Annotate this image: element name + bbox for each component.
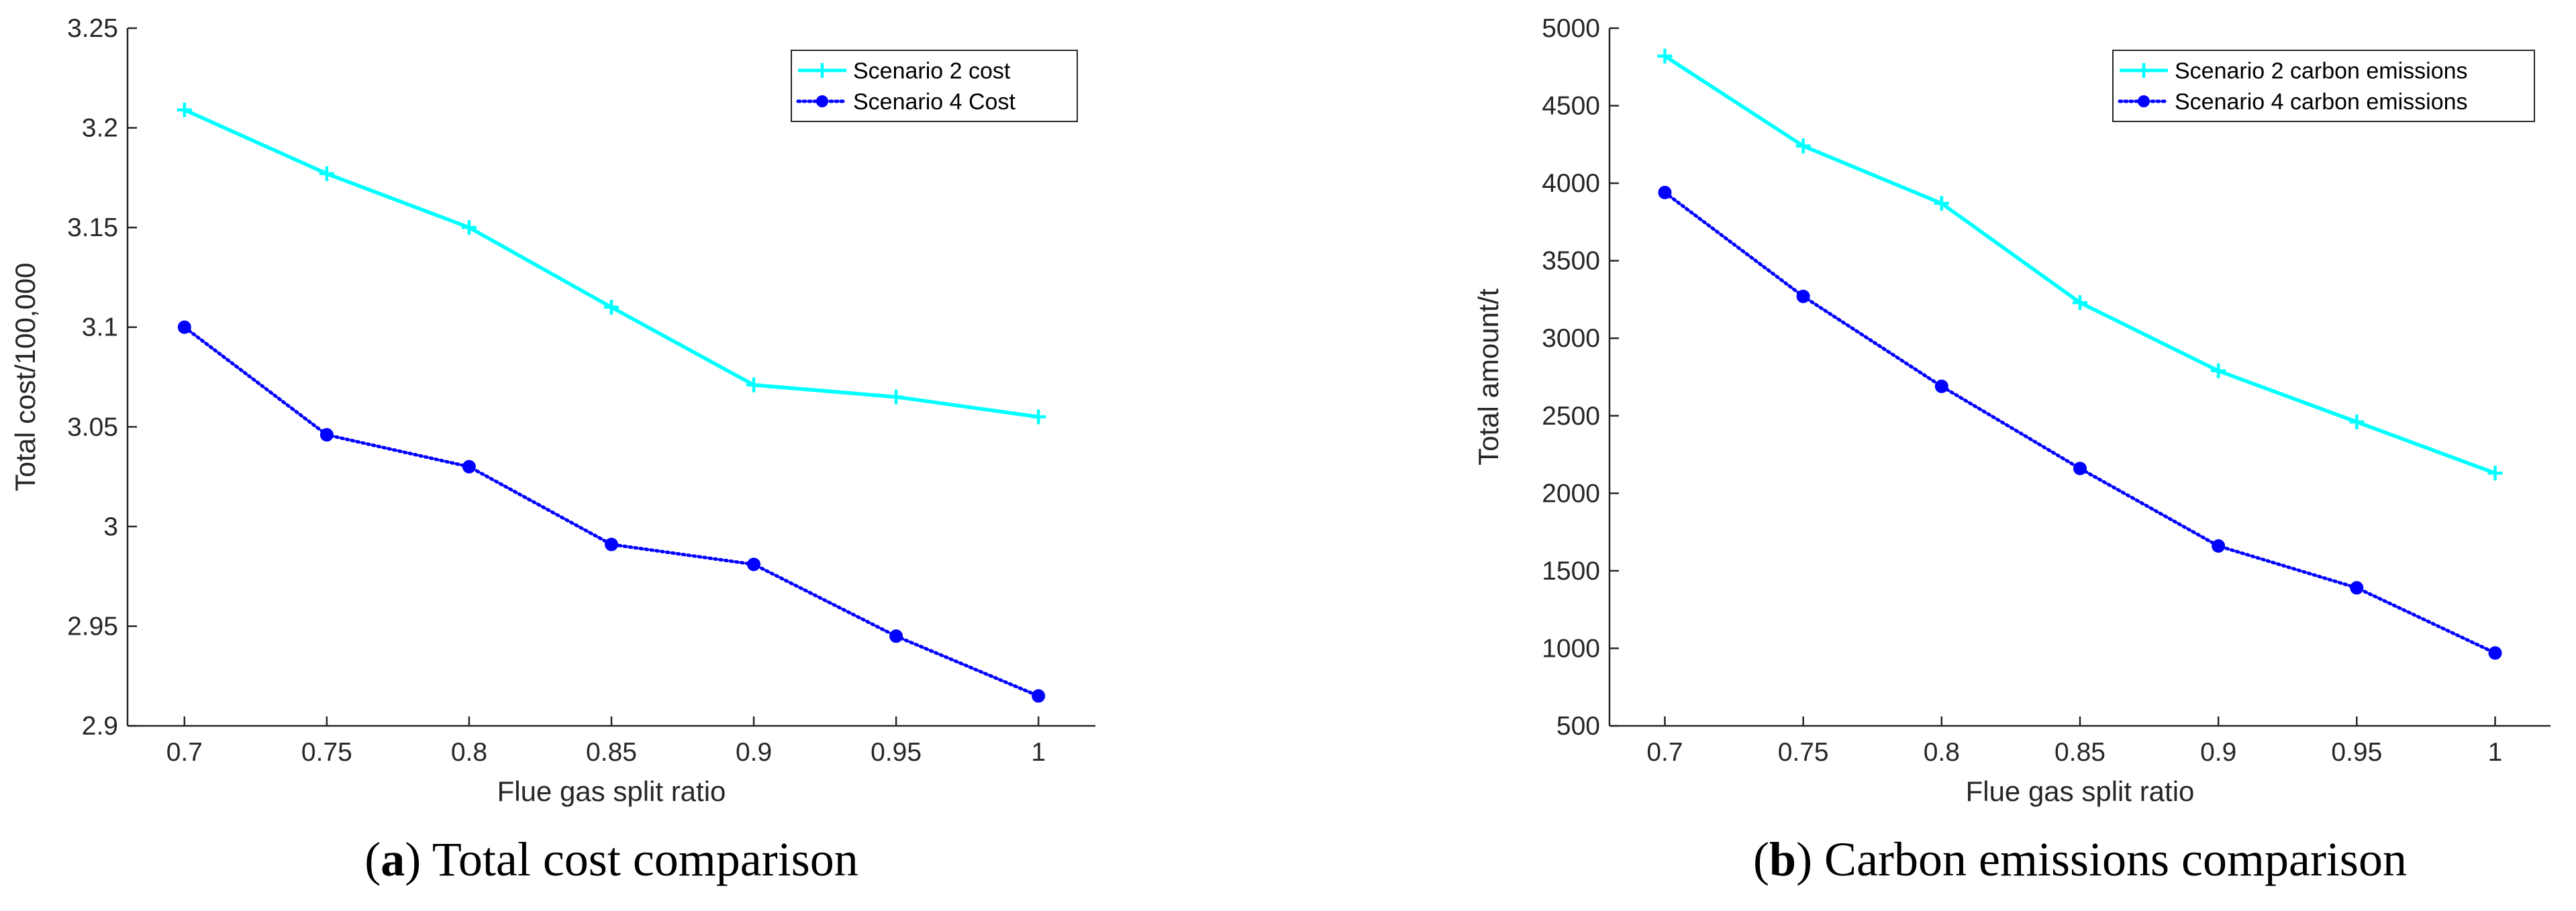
chart2-legend-label-1: Scenario 2 carbon emissions	[2175, 58, 2468, 84]
chart2-legend-label-2: Scenario 4 carbon emissions	[2175, 89, 2468, 115]
chart2-y-tick-label: 1500	[1542, 557, 1600, 586]
chart2-x-tick-label: 1	[2488, 738, 2503, 767]
chart1-series-1-point	[461, 220, 477, 235]
chart2-x-tick-label: 0.7	[1646, 738, 1683, 767]
chart2-y-tick-label: 500	[1556, 712, 1600, 741]
chart2-y-tick-label: 4500	[1542, 92, 1600, 121]
chart2-x-tick-label: 0.8	[1924, 738, 1960, 767]
chart2-series-2-point	[1934, 379, 1948, 393]
chart1-series-1-point	[319, 166, 334, 181]
chart2-series-2-point	[1796, 289, 1810, 303]
chart2-legend-marker-1	[2136, 63, 2151, 78]
chart1-x-tick-label: 0.95	[871, 738, 922, 767]
chart2: 500 1000 1500 2000 2500 3000 3500 4000 4500 5000 0…	[1473, 14, 2550, 886]
chart2-x-tick-label: 0.9	[2200, 738, 2236, 767]
chart1-caption-paren-open: (	[364, 833, 381, 886]
chart2-y-tick-label: 2500	[1542, 402, 1600, 431]
chart2-series-2-point	[2350, 581, 2364, 595]
chart1-x-tick-label: 0.85	[586, 738, 637, 767]
chart2-y-tick-label: 2000	[1542, 479, 1600, 508]
chart1-x-tick-label: 0.75	[301, 738, 352, 767]
chart1-series-2-point	[889, 629, 903, 643]
chart1-legend-label-1: Scenario 2 cost	[853, 58, 1011, 84]
chart1-y-tick-label: 3	[103, 513, 118, 541]
chart1-x-tick-label: 0.8	[451, 738, 487, 767]
chart1-series-2-line	[183, 325, 1040, 698]
chart1-series-2-point	[747, 557, 761, 572]
chart2-caption: (b) Carbon emissions comparison	[1753, 833, 2407, 886]
chart1-x-tick-label: 0.9	[736, 738, 772, 767]
chart2-x-axis-label: Flue gas split ratio	[1966, 775, 2195, 807]
chart2-legend-box	[2112, 50, 2535, 122]
chart2-series-1-point	[2211, 363, 2226, 378]
chart1-series-2-point	[177, 320, 191, 334]
chart1-y-tick-label: 2.95	[67, 612, 118, 641]
chart1-legend-marker-1	[815, 63, 830, 78]
chart1-series-2-point	[605, 537, 618, 551]
chart2-y-tick-label: 3000	[1542, 324, 1600, 353]
chart1-legend-box	[791, 50, 1078, 122]
chart2-x-tick-label: 0.85	[2054, 738, 2106, 767]
chart1-legend-marker-2	[816, 95, 828, 107]
chart1-legend-label-2: Scenario 4 Cost	[853, 89, 1015, 115]
chart2-legend-marker-2	[2138, 95, 2150, 107]
chart1-series-1-point	[889, 389, 904, 405]
chart2-series-1-point	[1795, 138, 1811, 154]
chart1-series-1-line	[183, 108, 1039, 419]
chart2-series-2-point	[2073, 462, 2087, 476]
chart2-series-1-point	[1657, 48, 1673, 64]
chart1-y-tick-label: 3.15	[67, 213, 118, 242]
chart2-series-2-point	[1658, 185, 1672, 199]
chart2-y-axis-label: Total amount/t	[1473, 288, 1504, 466]
chart1-series-2-point	[319, 428, 334, 442]
chart2-y-tick-label: 4000	[1542, 169, 1600, 198]
chart1-series-1-point	[746, 377, 762, 392]
chart1-y-tick-label: 2.9	[82, 712, 118, 741]
chart1-series-1-point	[1031, 409, 1046, 425]
chart1-caption: (a) Total cost comparison	[364, 833, 858, 886]
chart1-y-tick-label: 3.05	[67, 413, 118, 441]
chart2-caption-paren-close: )	[1796, 833, 1824, 886]
chart2-series-1-point	[1934, 196, 1949, 211]
chart2-series-1-point	[2073, 295, 2087, 311]
chart1: 2.9 2.95 3 3.05 3.1 3.15 3.2 3.25 0.7 0.75 0.8 0.85…	[9, 14, 1095, 886]
chart2-legend: Scenario 2 carbon emissions Scenario 4 ca…	[2112, 50, 2535, 122]
chart2-series-2-line	[1663, 191, 2497, 655]
chart1-series-2-point	[1032, 689, 1046, 703]
chart1-caption-text: Total cost comparison	[432, 833, 858, 886]
chart2-series-1-point	[2349, 415, 2365, 430]
chart1-caption-letter: a	[381, 833, 405, 886]
chart2-caption-text: Carbon emissions comparison	[1824, 833, 2407, 886]
chart1-y-tick-label: 3.25	[67, 14, 118, 43]
chart1-caption-paren-close: )	[405, 833, 432, 886]
chart2-x-tick-label: 0.75	[1778, 738, 1829, 767]
chart2-y-tick-label: 5000	[1542, 14, 1600, 43]
chart1-y-tick-label: 3.1	[82, 313, 118, 342]
chart2-x-tick-label: 0.95	[2331, 738, 2382, 767]
chart1-series-1-point	[604, 300, 619, 315]
chart1-y-axis-label: Total cost/100,000	[9, 263, 41, 492]
chart1-legend: Scenario 2 cost Scenario 4 Cost	[791, 50, 1078, 122]
chart2-series-1-point	[2487, 466, 2503, 481]
chart2-series-2-point	[2212, 539, 2226, 553]
chart1-x-tick-label: 1	[1031, 738, 1046, 767]
chart1-x-axis-label: Flue gas split ratio	[497, 775, 726, 807]
chart2-y-tick-label: 1000	[1542, 634, 1600, 663]
chart2-caption-paren-open: (	[1753, 833, 1769, 886]
chart1-y-tick-label: 3.2	[82, 114, 118, 143]
chart2-series-2-point	[2488, 646, 2502, 660]
chart2-caption-letter: b	[1769, 833, 1796, 886]
chart1-series-2-point	[462, 460, 476, 474]
chart1-x-tick-label: 0.7	[166, 738, 203, 767]
chart2-y-tick-label: 3500	[1542, 247, 1600, 276]
chart1-series-1-point	[177, 102, 192, 117]
